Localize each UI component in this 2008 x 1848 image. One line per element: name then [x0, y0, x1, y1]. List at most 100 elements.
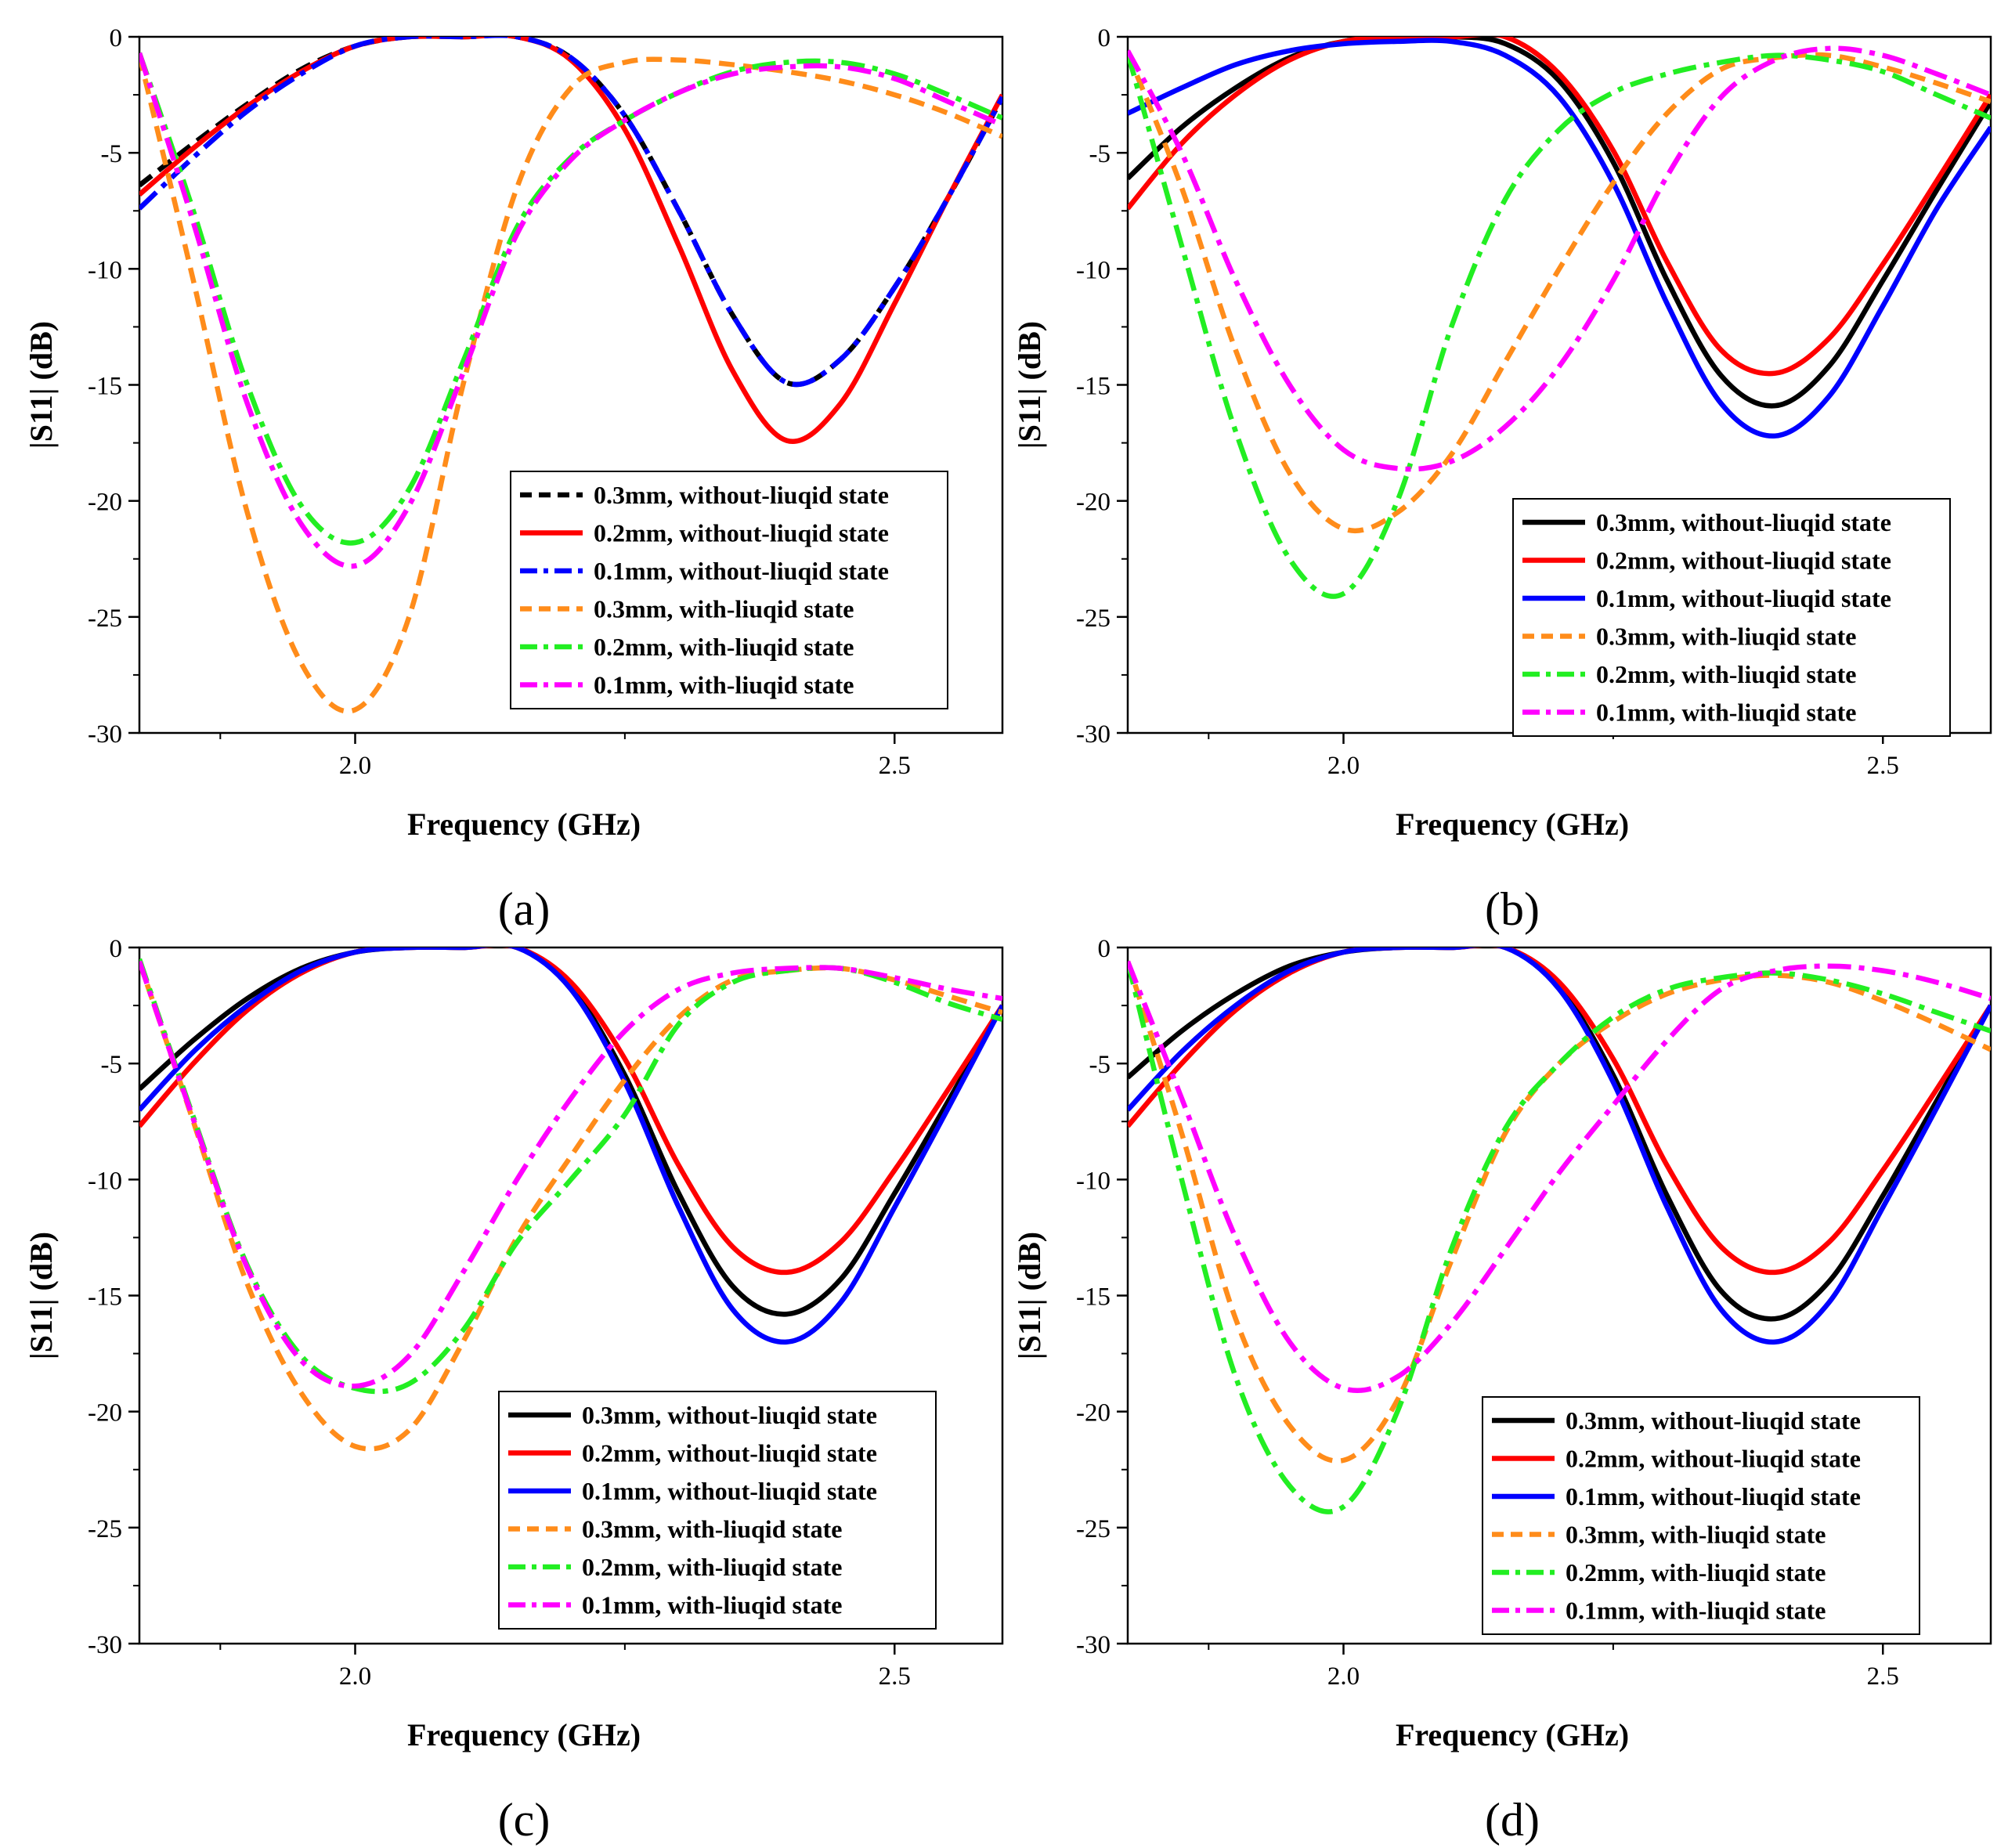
legend-label: 0.1mm, with-liuqid state	[594, 671, 854, 699]
legend: 0.3mm, without-liuqid state 0.2mm, withou…	[1482, 1396, 1920, 1635]
y-axis-title: |S11| (dB)	[23, 1232, 59, 1359]
y-tick-label: -25	[88, 1515, 122, 1543]
y-tick-label: -10	[88, 1167, 122, 1195]
series-line-3	[1128, 960, 1991, 1464]
y-axis-title: |S11| (dB)	[23, 321, 59, 449]
legend-label: 0.3mm, with-liuqid state	[594, 595, 854, 623]
series-line-4	[139, 52, 1002, 546]
legend-label: 0.2mm, without-liuqid state	[1566, 1445, 1861, 1473]
legend-label: 0.2mm, with-liuqid state	[1566, 1558, 1826, 1586]
panel-label: (b)	[1485, 883, 1540, 935]
series-line-1	[139, 947, 1002, 1276]
y-tick-label: -5	[101, 140, 123, 168]
legend-label: 0.1mm, without-liuqid state	[594, 557, 889, 585]
plot-area	[1128, 947, 1991, 1514]
legend-label: 0.1mm, with-liuqid state	[582, 1591, 842, 1619]
plot-area	[139, 37, 1002, 714]
y-tick-label: -15	[88, 373, 122, 401]
x-tick-label: 2.0	[1327, 752, 1360, 780]
y-tick-label: -30	[88, 720, 122, 749]
series-line-0	[1128, 947, 1991, 1322]
y-tick-label: -20	[88, 489, 122, 517]
y-axis-title: |S11| (dB)	[1012, 321, 1047, 449]
y-tick-label: -10	[1076, 256, 1111, 284]
legend-box	[510, 471, 948, 709]
legend-box	[1482, 1396, 1920, 1635]
legend-label: 0.1mm, with-liuqid state	[1566, 1597, 1826, 1625]
chart-panel-d: 0 -5 -10 -15 -20 -25 -30 2.0 2.5 Frequency (GHz) |…	[1012, 935, 1992, 1846]
legend-label: 0.1mm, without-liuqid state	[582, 1477, 877, 1505]
series-line-4	[1128, 52, 1991, 599]
series-line-5	[1128, 960, 1991, 1393]
y-tick-label: 0	[1098, 24, 1111, 52]
x-tick-label: 2.0	[339, 752, 371, 780]
series-line-3	[139, 54, 1002, 714]
legend: 0.3mm, without-liuqid state 0.2mm, withou…	[510, 471, 948, 709]
y-tick-label: -30	[1076, 720, 1111, 749]
x-tick-label: 2.0	[339, 1662, 371, 1691]
legend-label: 0.1mm, with-liuqid state	[1596, 698, 1856, 727]
legend: 0.3mm, without-liuqid state 0.2mm, withou…	[498, 1391, 937, 1630]
series-line-2	[1128, 947, 1991, 1345]
y-tick-label: -5	[1089, 1051, 1111, 1079]
x-tick-label: 2.5	[879, 752, 911, 780]
plot-area	[1128, 37, 1991, 599]
y-tick-label: 0	[110, 935, 123, 963]
legend-label: 0.3mm, without-liuqid state	[594, 481, 889, 509]
y-tick-label: -15	[1076, 373, 1111, 401]
legend-label: 0.1mm, without-liuqid state	[1566, 1482, 1861, 1511]
legend: 0.3mm, without-liuqid state 0.2mm, withou…	[1512, 498, 1951, 737]
y-tick-label: -20	[88, 1399, 122, 1428]
x-axis-title: Frequency (GHz)	[407, 1717, 641, 1752]
y-tick-label: -5	[1089, 140, 1111, 168]
panel-label: (d)	[1485, 1794, 1540, 1846]
y-tick-label: -30	[88, 1631, 122, 1659]
series-line-2	[139, 947, 1002, 1345]
chart-panel-c: 0 -5 -10 -15 -20 -25 -30 2.0 2.5 Frequency (GHz) |…	[23, 935, 1004, 1846]
legend-label: 0.3mm, with-liuqid state	[1566, 1521, 1826, 1549]
x-tick-label: 2.5	[1867, 1662, 1899, 1691]
panel-label: (c)	[498, 1794, 551, 1846]
plot-area	[139, 947, 1002, 1452]
legend-label: 0.2mm, with-liuqid state	[582, 1553, 842, 1581]
y-tick-label: 0	[1098, 935, 1111, 963]
y-tick-label: -15	[1076, 1283, 1111, 1312]
legend-label: 0.1mm, without-liuqid state	[1596, 584, 1891, 612]
chart-panel-b: 0 -5 -10 -15 -20 -25 -30 2.0 2.5 Frequency (GHz) |…	[1012, 24, 1992, 935]
y-axis-title: |S11| (dB)	[1012, 1232, 1047, 1359]
y-tick-label: -15	[88, 1283, 122, 1312]
series-line-5	[139, 52, 1002, 569]
legend-label: 0.3mm, without-liuqid state	[582, 1401, 877, 1429]
series-line-0	[1128, 37, 1991, 409]
y-tick-label: -10	[88, 256, 122, 284]
y-tick-label: -30	[1076, 1631, 1111, 1659]
legend-label: 0.3mm, with-liuqid state	[582, 1515, 842, 1543]
y-tick-label: -5	[101, 1051, 123, 1079]
x-axis-title: Frequency (GHz)	[1396, 1717, 1629, 1752]
y-tick-label: -25	[88, 605, 122, 633]
series-line-0	[139, 947, 1002, 1317]
x-axis-title: Frequency (GHz)	[407, 807, 641, 842]
series-line-4	[1128, 960, 1991, 1514]
y-tick-label: -25	[1076, 605, 1111, 633]
series-line-2	[139, 37, 1002, 388]
x-tick-label: 2.5	[879, 1662, 911, 1691]
x-tick-label: 2.5	[1867, 752, 1899, 780]
series-line-5	[139, 960, 1002, 1389]
legend-label: 0.3mm, without-liuqid state	[1566, 1406, 1861, 1435]
legend-label: 0.2mm, with-liuqid state	[1596, 660, 1856, 688]
x-axis-title: Frequency (GHz)	[1396, 807, 1629, 842]
y-tick-label: -25	[1076, 1515, 1111, 1543]
legend-box	[1512, 498, 1951, 737]
series-line-1	[139, 37, 1002, 444]
legend-label: 0.3mm, with-liuqid state	[1596, 623, 1856, 651]
legend-box	[498, 1391, 937, 1630]
series-line-5	[1128, 45, 1991, 472]
legend-label: 0.2mm, without-liuqid state	[582, 1439, 877, 1467]
legend-label: 0.2mm, without-liuqid state	[594, 519, 889, 547]
series-line-1	[1128, 37, 1991, 377]
panel-label: (a)	[498, 883, 551, 935]
y-tick-label: -20	[1076, 1399, 1111, 1428]
x-tick-label: 2.0	[1327, 1662, 1360, 1691]
